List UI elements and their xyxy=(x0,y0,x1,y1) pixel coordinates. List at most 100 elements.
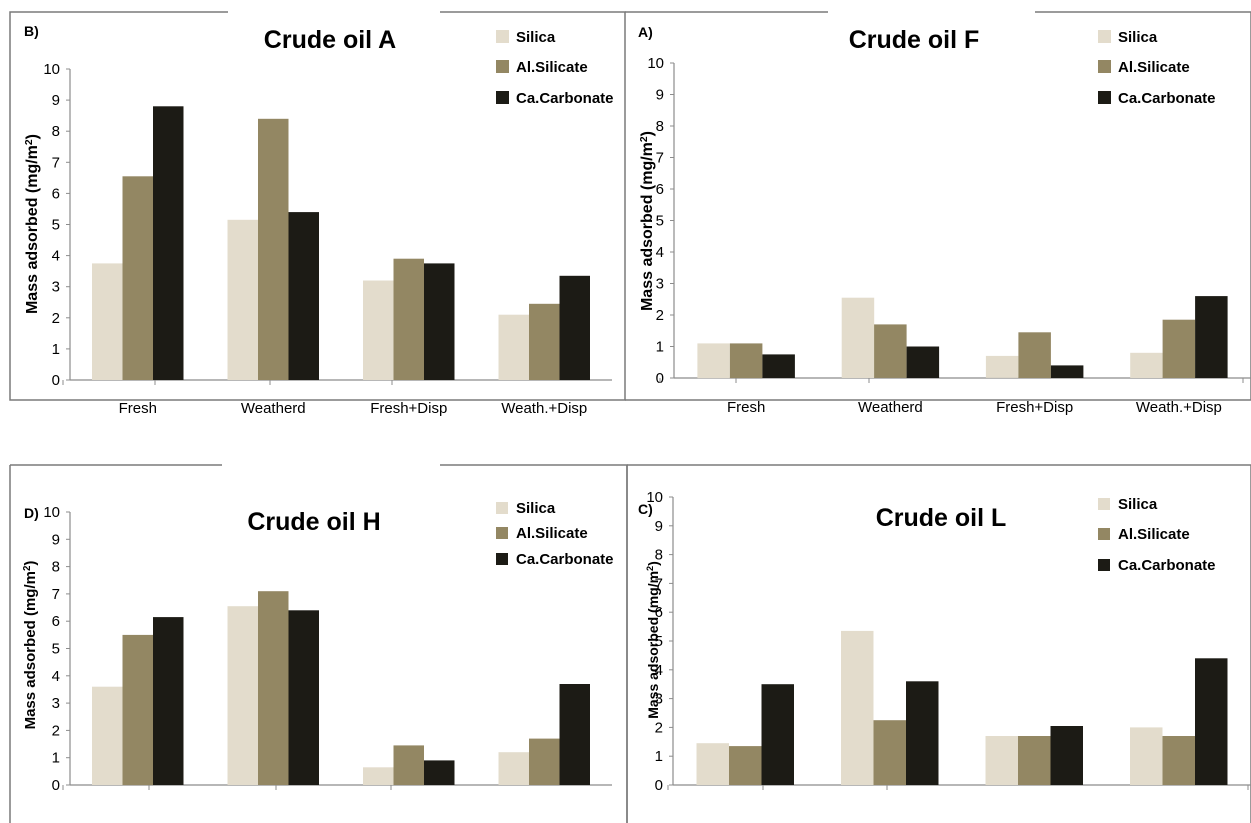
x-category-label: Fresh xyxy=(727,399,765,416)
bar-ca-carbonate-weatherd xyxy=(906,681,939,785)
x-category-label: Fresh+Disp xyxy=(996,399,1073,416)
bar-al-silicate-fresh-disp xyxy=(1018,332,1051,378)
y-tick-label: 8 xyxy=(52,559,60,576)
legend-label-al-silicate: Al.Silicate xyxy=(516,525,588,542)
y-tick-label: 5 xyxy=(52,217,60,234)
bar-ca-carbonate-weath-disp xyxy=(1195,296,1228,378)
bar-ca-carbonate-weath-disp xyxy=(559,684,590,785)
bar-silica-weatherd xyxy=(227,606,258,785)
legend-swatch-silica xyxy=(1098,498,1110,510)
bar-al-silicate-weatherd xyxy=(258,118,289,381)
y-tick-label: 9 xyxy=(655,518,663,535)
bar-al-silicate-weath-disp xyxy=(1162,319,1196,378)
bar-al-silicate-fresh-disp xyxy=(393,745,424,785)
bar-silica-weath-disp xyxy=(1130,727,1163,785)
bar-al-silicate-fresh xyxy=(122,634,153,786)
y-axis-label: Mass adsorbed (mg/m2) xyxy=(22,561,40,730)
panel-letter: B) xyxy=(24,23,39,39)
y-tick-label: 3 xyxy=(656,276,664,293)
bar-silica-weatherd xyxy=(841,297,875,378)
y-tick-label: 9 xyxy=(52,92,60,109)
y-tick-label: 2 xyxy=(656,307,664,324)
chart-title: Crude oil H xyxy=(247,508,380,536)
bar-silica-fresh xyxy=(697,343,730,379)
chart-title: Crude oil F xyxy=(849,26,980,54)
bar-ca-carbonate-fresh xyxy=(762,354,795,378)
bar-silica-fresh xyxy=(92,686,123,785)
y-tick-label: 4 xyxy=(656,244,664,261)
y-axis-label: Mass adsorbed (mg/m2) xyxy=(639,131,657,311)
legend-swatch-ca-carbonate xyxy=(496,553,508,565)
bar-ca-carbonate-fresh-disp xyxy=(424,760,455,785)
legend-label-silica: Silica xyxy=(1118,496,1158,513)
bar-al-silicate-fresh-disp xyxy=(393,258,424,380)
bar-ca-carbonate-fresh-disp xyxy=(1050,726,1083,785)
panel-letter: D) xyxy=(24,505,39,521)
x-category-label: Fresh xyxy=(119,400,157,417)
bar-al-silicate-weath-disp xyxy=(1162,736,1195,785)
bar-ca-carbonate-weatherd xyxy=(288,610,319,785)
y-tick-label: 10 xyxy=(647,55,664,72)
x-category-label: Weatherd xyxy=(858,399,923,416)
bar-ca-carbonate-fresh xyxy=(761,684,794,785)
y-tick-label: 1 xyxy=(52,750,60,767)
x-category-label: Weath.+Disp xyxy=(1136,399,1222,416)
bar-ca-carbonate-fresh-disp xyxy=(424,263,455,380)
y-tick-label: 7 xyxy=(656,150,664,167)
bar-ca-carbonate-fresh xyxy=(153,106,184,381)
y-tick-label: 3 xyxy=(52,279,60,296)
legend-swatch-silica xyxy=(496,502,508,514)
y-tick-label: 2 xyxy=(52,722,60,739)
y-tick-label: 0 xyxy=(655,777,663,794)
bar-ca-carbonate-fresh xyxy=(153,617,184,785)
y-tick-label: 1 xyxy=(656,339,664,356)
y-tick-label: 1 xyxy=(52,341,60,358)
frame-top-right xyxy=(625,11,1251,401)
y-tick-label: 5 xyxy=(655,633,663,650)
y-tick-label: 0 xyxy=(52,372,60,389)
bar-silica-weatherd xyxy=(841,630,874,785)
y-tick-label: 2 xyxy=(655,719,663,736)
legend-label-silica: Silica xyxy=(516,29,556,46)
legend-label-al-silicate: Al.Silicate xyxy=(516,59,588,76)
legend-swatch-silica xyxy=(1098,30,1111,43)
bar-al-silicate-weatherd xyxy=(874,324,907,378)
bar-al-silicate-weatherd xyxy=(258,591,289,785)
x-category-label: Fresh+Disp xyxy=(370,400,447,417)
bar-ca-carbonate-weatherd xyxy=(906,346,940,378)
legend-label-al-silicate: Al.Silicate xyxy=(1118,526,1190,543)
legend-swatch-silica xyxy=(496,30,509,43)
legend-swatch-al-silicate xyxy=(1098,60,1111,73)
y-tick-label: 3 xyxy=(655,691,663,708)
legend-label-ca-carbonate: Ca.Carbonate xyxy=(516,551,614,568)
y-tick-label: 1 xyxy=(655,748,663,765)
y-tick-label: 0 xyxy=(52,777,60,794)
legend-label-ca-carbonate: Ca.Carbonate xyxy=(1118,557,1216,574)
y-tick-label: 10 xyxy=(43,504,60,521)
y-tick-label: 9 xyxy=(52,531,60,548)
y-tick-label: 5 xyxy=(52,641,60,658)
bar-al-silicate-fresh-disp xyxy=(1018,736,1051,785)
y-tick-label: 6 xyxy=(655,604,663,621)
legend-label-silica: Silica xyxy=(1118,29,1158,46)
bar-al-silicate-weath-disp xyxy=(529,738,560,785)
y-tick-label: 10 xyxy=(43,61,60,78)
bar-al-silicate-fresh xyxy=(122,176,153,380)
bar-ca-carbonate-weatherd xyxy=(288,212,319,380)
bar-silica-weatherd xyxy=(227,219,258,380)
y-tick-label: 4 xyxy=(52,248,60,265)
y-tick-label: 7 xyxy=(52,154,60,171)
x-category-label: Weatherd xyxy=(241,400,306,417)
y-tick-label: 8 xyxy=(655,547,663,564)
chart-panel-crude-oil-a: B) Crude oil A Mass adsorbed (mg/m2) 0 1 2 3 4 5… xyxy=(24,23,614,417)
panel-letter: C) xyxy=(638,501,653,517)
y-tick-label: 2 xyxy=(52,310,60,327)
charts-layer: B) Crude oil A Mass adsorbed (mg/m2) 0 1 2 3 4 5… xyxy=(22,23,1251,823)
bar-silica-fresh-disp xyxy=(985,355,1019,378)
y-tick-label: 7 xyxy=(52,586,60,603)
legend-swatch-al-silicate xyxy=(496,60,509,73)
bar-silica-weath-disp xyxy=(498,314,529,380)
legend-swatch-al-silicate xyxy=(496,527,508,539)
bar-silica-fresh xyxy=(92,263,123,380)
